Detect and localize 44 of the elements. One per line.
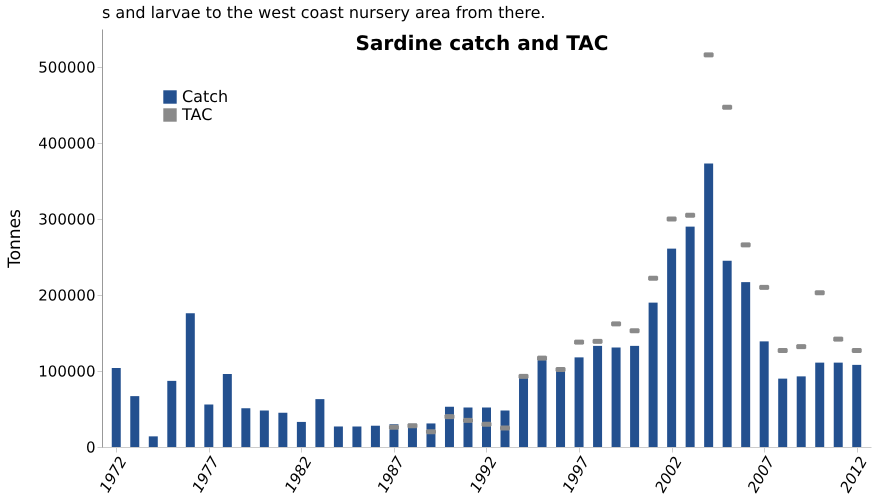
y-tick-label: 400000	[38, 134, 96, 152]
bar	[222, 374, 232, 447]
bar	[834, 362, 843, 447]
bar	[370, 426, 380, 447]
bar	[593, 346, 602, 447]
y-tick-label: 0	[86, 438, 96, 456]
bar	[112, 368, 121, 447]
y-axis-title: Tonnes	[5, 208, 26, 269]
chart-title: Sardine catch and TAC	[356, 31, 608, 55]
bar	[574, 357, 584, 447]
bar	[796, 376, 806, 447]
bar	[260, 410, 269, 447]
y-tick-label: 100000	[38, 362, 96, 380]
bar	[630, 346, 640, 447]
bar	[352, 426, 362, 447]
bar	[778, 378, 788, 447]
bar	[760, 341, 769, 447]
y-tick-label: 500000	[38, 58, 96, 76]
bar	[241, 408, 250, 447]
legend-label: Catch	[182, 87, 228, 106]
bar	[148, 436, 158, 447]
bar	[296, 422, 306, 447]
bar	[538, 358, 547, 447]
bar	[315, 399, 324, 447]
y-tick-label: 200000	[38, 286, 96, 304]
bar	[130, 396, 140, 447]
bar	[741, 282, 750, 447]
text: s and larvae to the west coast nursery area from there.	[102, 3, 546, 22]
bar	[167, 380, 176, 447]
bar	[686, 226, 695, 447]
bar	[186, 313, 195, 447]
bar	[648, 302, 658, 447]
legend-label: TAC	[181, 105, 212, 124]
bar	[278, 412, 288, 447]
bar	[204, 404, 214, 447]
bar	[612, 347, 621, 447]
bar	[815, 362, 824, 447]
bar	[852, 364, 862, 447]
bar	[334, 426, 343, 447]
bar	[704, 164, 714, 447]
bar	[667, 248, 676, 447]
y-tick-label: 300000	[38, 210, 96, 228]
bar	[519, 378, 528, 447]
bar	[722, 260, 732, 447]
